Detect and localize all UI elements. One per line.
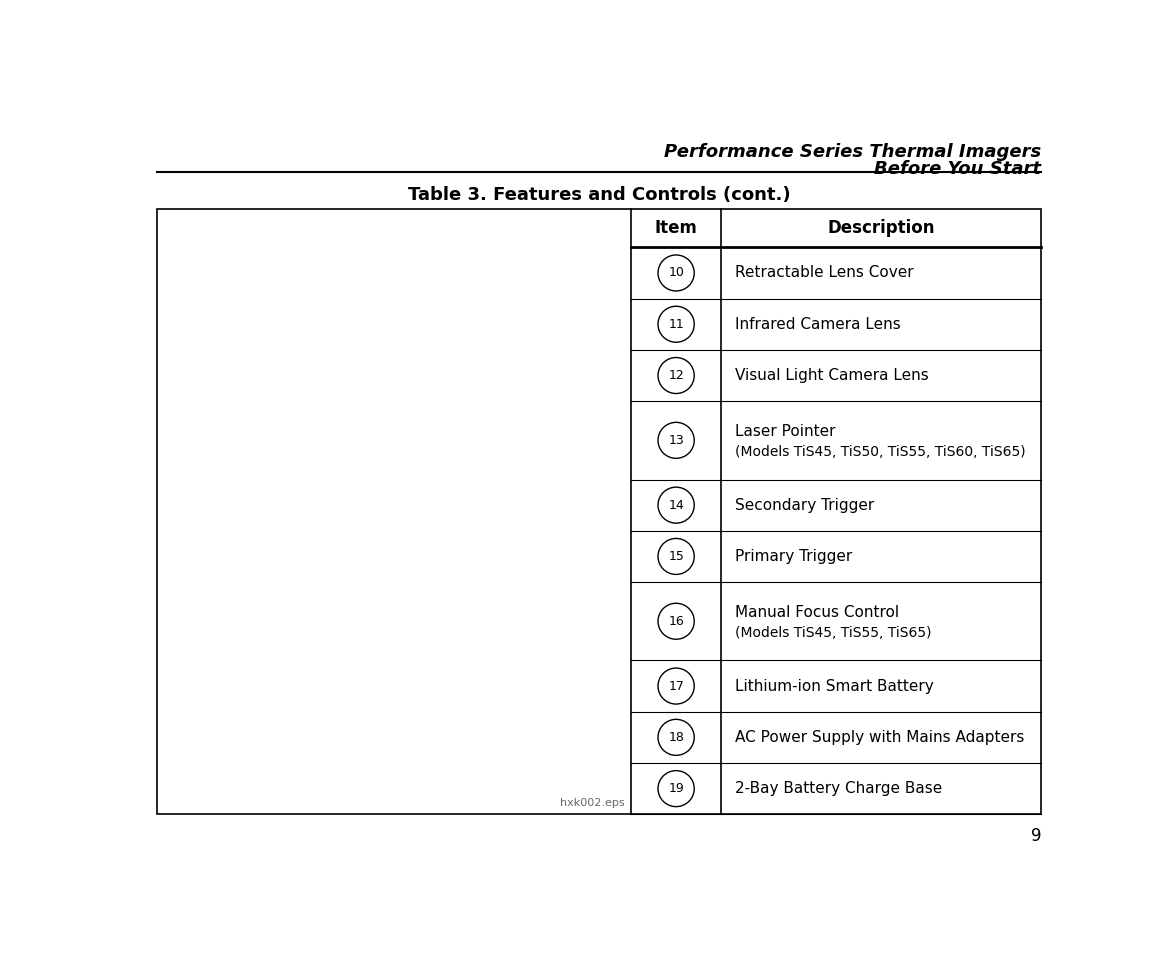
Text: Visual Light Camera Lens: Visual Light Camera Lens [735, 368, 928, 383]
Text: 2-Bay Battery Charge Base: 2-Bay Battery Charge Base [735, 781, 942, 796]
Text: 16: 16 [669, 615, 684, 628]
Text: 13: 13 [669, 434, 684, 447]
Text: Before You Start: Before You Start [874, 160, 1042, 179]
Text: 15: 15 [669, 550, 684, 563]
Text: 10: 10 [669, 266, 684, 280]
Text: AC Power Supply with Mains Adapters: AC Power Supply with Mains Adapters [735, 730, 1024, 745]
Text: 17: 17 [669, 679, 684, 693]
Text: Lithium-ion Smart Battery: Lithium-ion Smart Battery [735, 678, 934, 694]
Text: Performance Series Thermal Imagers: Performance Series Thermal Imagers [664, 143, 1042, 161]
Text: hxk002.eps: hxk002.eps [560, 798, 624, 809]
Text: Secondary Trigger: Secondary Trigger [735, 498, 874, 512]
Text: 19: 19 [669, 782, 684, 795]
Text: Infrared Camera Lens: Infrared Camera Lens [735, 317, 901, 332]
Text: 12: 12 [669, 369, 684, 382]
Text: Retractable Lens Cover: Retractable Lens Cover [735, 265, 914, 281]
Text: Manual Focus Control: Manual Focus Control [735, 605, 899, 620]
Text: (Models TiS45, TiS50, TiS55, TiS60, TiS65): (Models TiS45, TiS50, TiS55, TiS60, TiS6… [735, 446, 1025, 459]
Text: 11: 11 [669, 317, 684, 331]
Text: Table 3. Features and Controls (cont.): Table 3. Features and Controls (cont.) [408, 186, 790, 205]
Text: 14: 14 [669, 499, 684, 511]
Text: Item: Item [655, 219, 698, 237]
Text: Primary Trigger: Primary Trigger [735, 549, 852, 564]
Text: 9: 9 [1031, 827, 1042, 845]
Text: Description: Description [828, 219, 935, 237]
Text: Laser Pointer: Laser Pointer [735, 425, 836, 439]
Text: (Models TiS45, TiS55, TiS65): (Models TiS45, TiS55, TiS65) [735, 626, 932, 641]
Bar [157, 208, 1042, 814]
Text: 18: 18 [669, 731, 684, 744]
